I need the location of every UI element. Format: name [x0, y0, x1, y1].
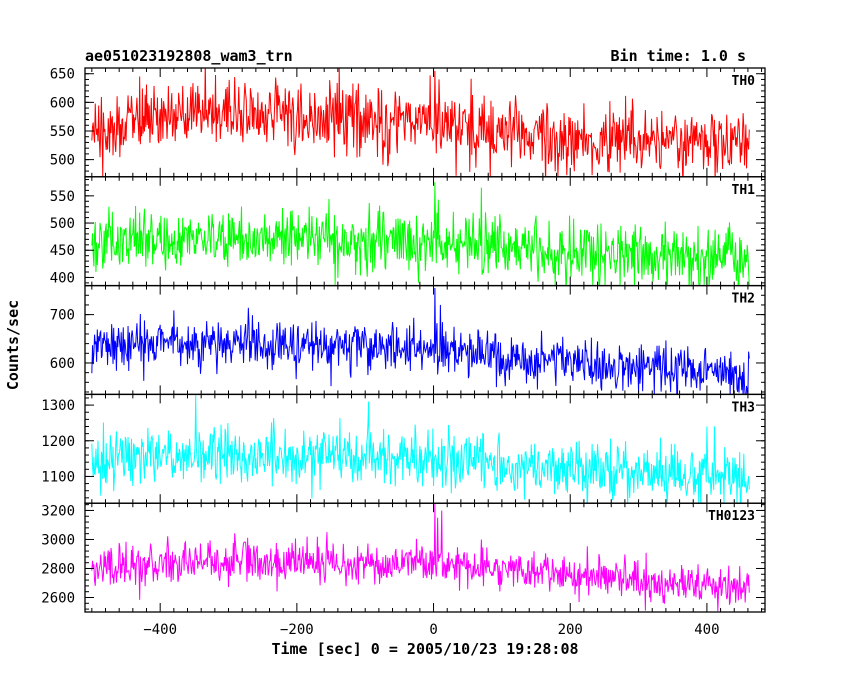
panel-th3: 1100 1200 1300 TH3 — [41, 393, 766, 504]
bin-time-label: Bin time: 1.0 s — [611, 47, 746, 65]
series-line-th2 — [91, 288, 750, 395]
y-tick-label: 2800 — [41, 561, 75, 577]
y-tick-label: 650 — [50, 67, 75, 83]
panel-frame — [84, 284, 766, 396]
y-tick-label: 2600 — [41, 590, 75, 606]
series-line-th1 — [91, 182, 750, 286]
panel-label: TH3 — [732, 400, 755, 415]
panel-th0123: 2600 2800 3000 3200 TH0123 — [41, 502, 766, 613]
y-tick-label: 1200 — [41, 434, 75, 450]
panel-label: TH1 — [732, 183, 756, 198]
y-tick-label: 1300 — [41, 398, 75, 414]
y-tick-label: 600 — [50, 95, 75, 111]
x-axis: −400 −200 0 200 400 — [143, 622, 719, 638]
y-tick-label: 450 — [50, 243, 75, 259]
x-tick-label: 200 — [558, 622, 583, 638]
y-tick-label: 600 — [50, 356, 75, 372]
series-line-th0123 — [91, 503, 750, 612]
y-tick-label: 700 — [50, 308, 75, 324]
y-tick-label: 3000 — [41, 532, 75, 548]
panel-label: TH2 — [732, 292, 755, 307]
y-tick-label: 500 — [50, 153, 75, 169]
panel-label: TH0 — [732, 74, 756, 89]
panel-th1: 400 450 500 550 TH1 — [50, 176, 766, 286]
x-tick-label: −400 — [143, 622, 177, 638]
y-tick-label: 500 — [50, 216, 75, 232]
x-tick-label: −200 — [280, 622, 314, 638]
x-tick-label: 400 — [694, 622, 719, 638]
panel-stack: 500 550 600 650 TH0 400 450 500 550 TH1 600 700 TH2 1… — [41, 67, 766, 613]
y-tick-label: 550 — [50, 124, 75, 140]
panel-frame — [84, 502, 766, 613]
series-line-th3 — [91, 395, 750, 504]
y-axis-title: Counts/sec — [4, 300, 22, 390]
series-line-th0 — [91, 68, 750, 177]
y-tick-label: 3200 — [41, 503, 75, 519]
y-tick-label: 400 — [50, 270, 75, 286]
y-tick-label: 550 — [50, 189, 75, 205]
panel-th0: 500 550 600 650 TH0 — [50, 67, 766, 178]
panel-th2: 600 700 TH2 — [50, 284, 766, 396]
x-axis-title: Time [sec] 0 = 2005/10/23 19:28:08 — [271, 640, 578, 658]
x-tick-label: 0 — [429, 622, 437, 638]
chart-title: ae051023192808_wam3_trn — [85, 47, 293, 65]
y-tick-label: 1100 — [41, 469, 75, 485]
panel-label: TH0123 — [708, 509, 755, 524]
